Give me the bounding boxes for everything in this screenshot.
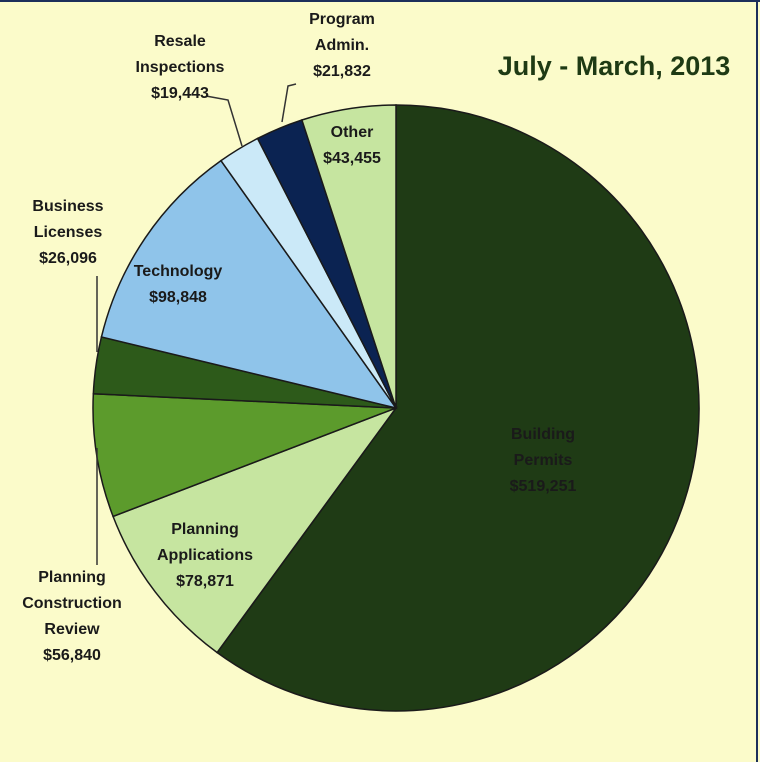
pie-slice	[216, 104, 700, 712]
pie-slice	[300, 104, 397, 409]
slice-value-label: $78,871	[176, 573, 234, 590]
slice-label: Resale Inspections	[136, 33, 225, 76]
chart-title: July - March, 2013	[498, 51, 731, 81]
slice-label: Other	[331, 124, 374, 141]
pie-slice	[112, 406, 399, 654]
slice-label: Technology	[134, 263, 223, 280]
slice-label: Business Licenses	[32, 198, 103, 241]
leader-lines	[96, 83, 297, 565]
leader-line	[205, 95, 243, 147]
slice-value-label: $26,096	[39, 250, 97, 267]
slice-value-label: $21,832	[313, 63, 371, 80]
slice-label: Building Permits	[511, 426, 575, 469]
leader-line	[281, 83, 297, 123]
slices	[92, 104, 700, 712]
pie-slice	[100, 159, 398, 410]
slice-value-label: $19,443	[151, 85, 209, 102]
slice-value-label: $43,455	[323, 150, 381, 167]
slice-value-label: $98,848	[149, 289, 207, 306]
slice-value-label: $56,840	[43, 647, 101, 664]
slice-label: Planning Construction Review	[22, 569, 122, 638]
slice-label: Planning Applications	[157, 521, 253, 564]
slice-label: Program Admin.	[309, 11, 375, 54]
slice-value-label: $519,251	[510, 478, 577, 495]
